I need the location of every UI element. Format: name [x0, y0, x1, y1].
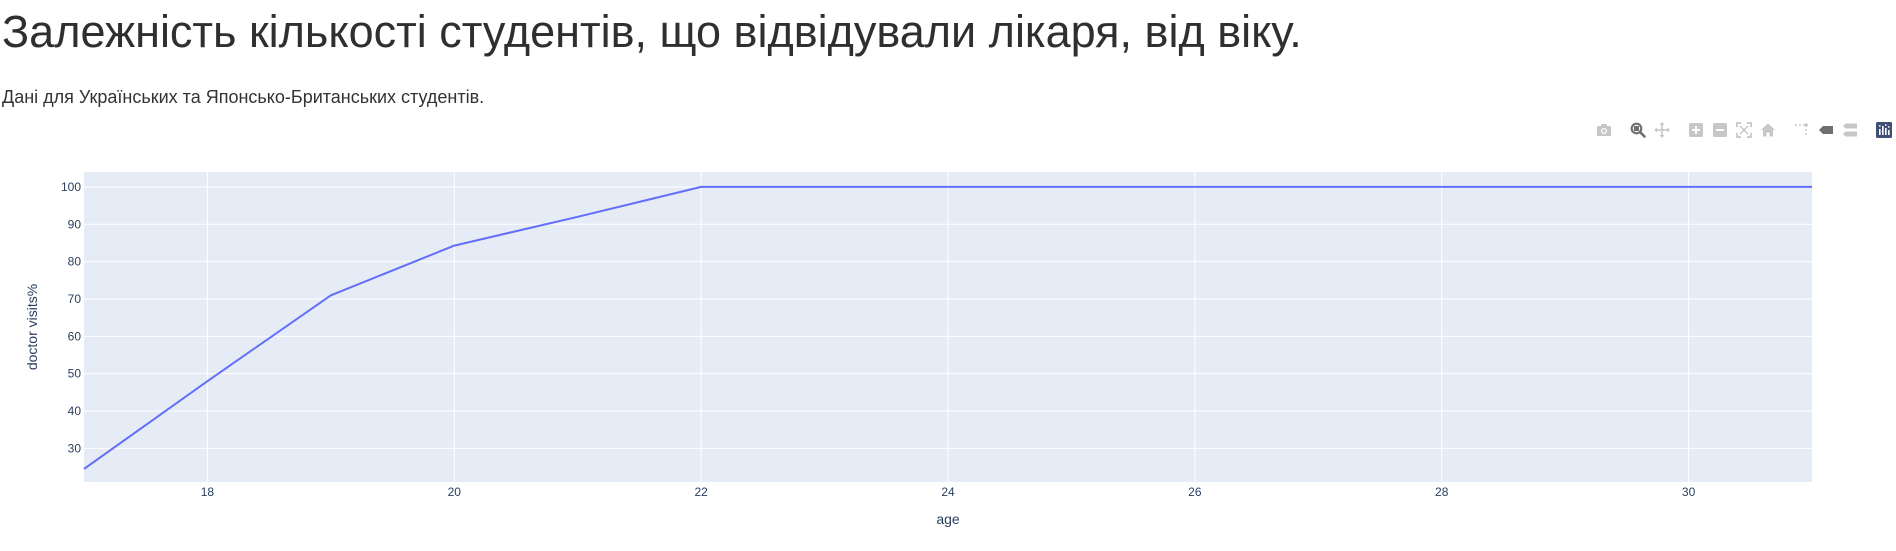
reset-axes-button[interactable]	[1756, 120, 1780, 140]
modebar	[1582, 120, 1896, 140]
y-tick-label: 90	[68, 217, 82, 231]
spike-lines-icon	[1795, 123, 1808, 137]
y-axis-title: doctor visits%	[24, 284, 40, 370]
chart-container: 30 40 50 60 70 80 90 100 18 20 22 24 26 28 30 age doct…	[0, 150, 1896, 551]
y-tick-label: 50	[68, 367, 82, 381]
series-layer	[83, 185, 1812, 470]
modebar-group-hover	[1790, 120, 1862, 140]
pan-button[interactable]	[1650, 120, 1674, 140]
zoom-icon	[1630, 122, 1646, 138]
x-tick-label: 30	[1682, 485, 1696, 499]
series-line[interactable]	[83, 185, 1812, 470]
page-subtitle: Дані для Українських та Японсько-Британс…	[2, 87, 485, 107]
zoom-out-button[interactable]	[1708, 120, 1732, 140]
x-tick-label: 26	[1188, 485, 1202, 499]
pan-icon	[1654, 122, 1670, 138]
spike-lines-button[interactable]	[1790, 120, 1814, 140]
y-tick-label: 60	[68, 329, 82, 343]
modebar-group-zoom	[1684, 120, 1780, 140]
x-tick-label: 22	[694, 485, 708, 499]
modebar-group-download	[1592, 120, 1616, 140]
y-tick-label: 70	[68, 292, 82, 306]
hover-compare-button[interactable]	[1838, 120, 1862, 140]
line-chart: 30 40 50 60 70 80 90 100 18 20 22 24 26 28 30 age doct…	[24, 172, 1812, 527]
hover-closest-icon	[1819, 126, 1833, 134]
download-plot-button[interactable]	[1592, 120, 1616, 140]
home-icon	[1761, 123, 1775, 137]
plotly-logo[interactable]	[1872, 120, 1896, 140]
zoom-in-icon	[1689, 123, 1703, 137]
x-axis-title: age	[936, 511, 960, 527]
camera-icon	[1597, 124, 1611, 136]
zoom-out-icon	[1713, 123, 1727, 137]
y-tick-label: 30	[68, 441, 82, 455]
autoscale-icon	[1736, 122, 1752, 138]
x-tick-label: 18	[201, 485, 215, 499]
y-tick-label: 40	[68, 404, 82, 418]
y-tick-label: 80	[68, 255, 82, 269]
x-tick-label: 20	[448, 485, 462, 499]
plotly-logo-icon	[1876, 122, 1892, 138]
x-tick-label: 24	[941, 485, 955, 499]
autoscale-button[interactable]	[1732, 120, 1756, 140]
tick-labels: 30 40 50 60 70 80 90 100 18 20 22 24 26 28 30	[61, 180, 1696, 499]
zoom-button[interactable]	[1626, 120, 1650, 140]
hover-compare-icon	[1843, 123, 1857, 137]
gridlines	[84, 172, 1812, 482]
page-title: Залежність кількості студентів, що відві…	[2, 6, 1302, 57]
modebar-group-logo	[1872, 120, 1896, 140]
y-tick-label: 100	[61, 180, 81, 194]
hover-closest-button[interactable]	[1814, 120, 1838, 140]
modebar-group-drag	[1626, 120, 1674, 140]
x-tick-label: 28	[1435, 485, 1449, 499]
zoom-in-button[interactable]	[1684, 120, 1708, 140]
